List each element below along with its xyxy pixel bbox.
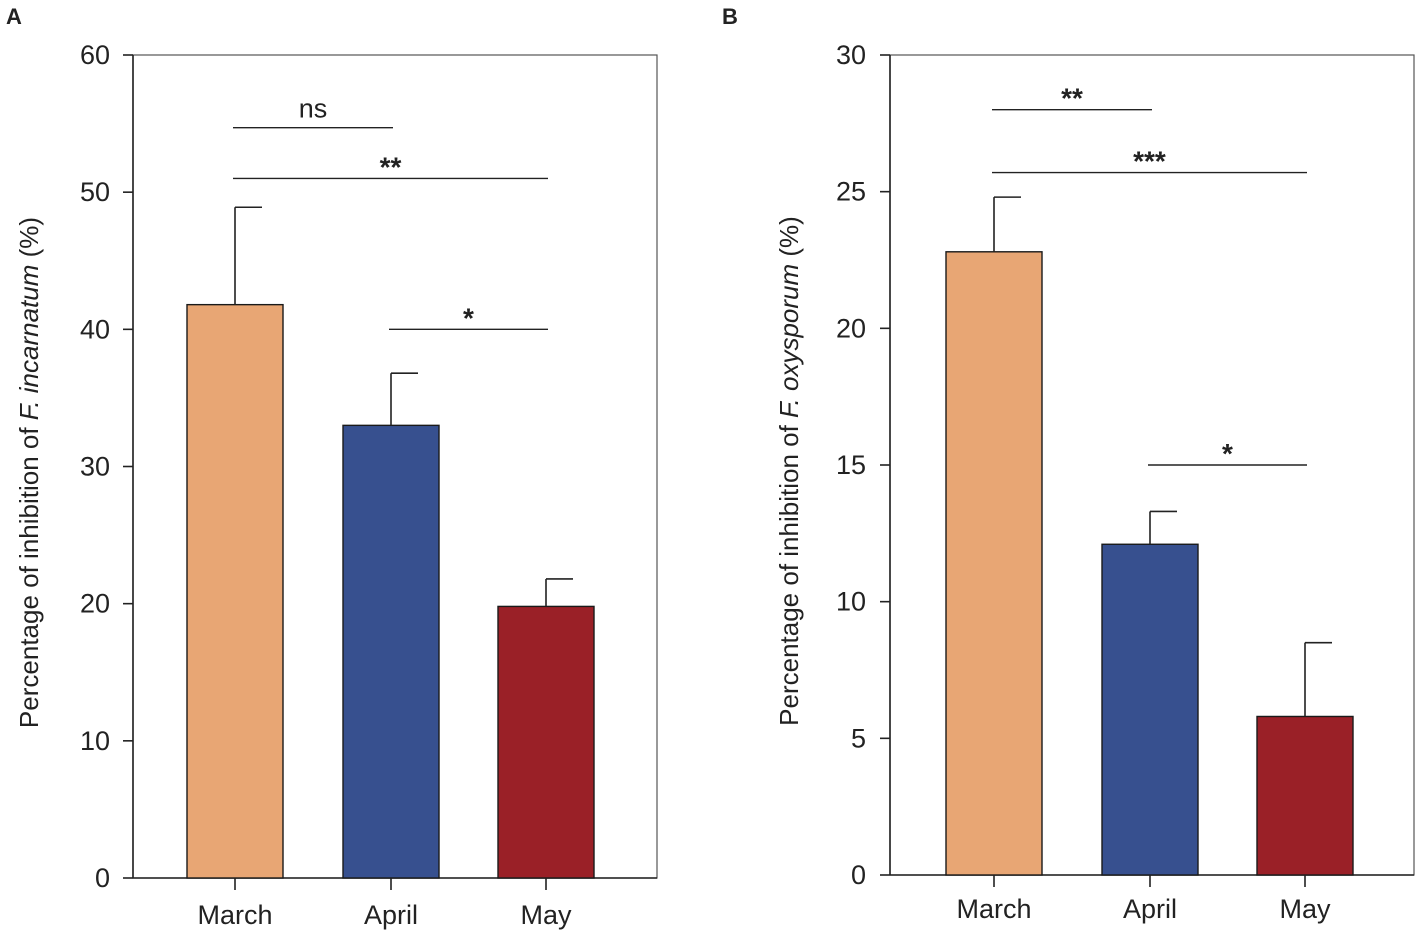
- y-tick-label: 0: [851, 860, 866, 890]
- y-tick-label: 20: [80, 589, 110, 619]
- bar-march: [945, 251, 1043, 876]
- x-category-label: April: [364, 900, 418, 930]
- significance-label: **: [1061, 83, 1083, 114]
- y-axis-label: Percentage of inhibition of F. oxysporum…: [774, 216, 804, 726]
- bar-april: [342, 424, 440, 879]
- bar-may: [1256, 715, 1354, 876]
- y-tick-label: 50: [80, 177, 110, 207]
- y-tick-label: 60: [80, 40, 110, 70]
- x-category-label: March: [956, 894, 1031, 924]
- y-axis-label-suffix: (%): [774, 216, 804, 264]
- y-tick-label: 25: [836, 177, 866, 207]
- significance-label: *: [463, 302, 474, 333]
- significance-label: ns: [299, 94, 328, 124]
- y-tick-label: 0: [95, 863, 110, 893]
- y-tick-label: 30: [836, 40, 866, 70]
- y-axis-label-suffix: (%): [14, 217, 44, 265]
- y-axis-label-prefix: Percentage of inhibition of: [774, 418, 804, 726]
- bar-march: [186, 303, 284, 879]
- x-category-label: May: [1279, 894, 1331, 924]
- x-category-label: May: [520, 900, 572, 930]
- significance-label: *: [1222, 438, 1233, 469]
- y-tick-label: 10: [80, 726, 110, 756]
- y-axis-label-species: F. incarnatum: [14, 265, 44, 421]
- y-tick-label: 10: [836, 587, 866, 617]
- y-axis-label: Percentage of inhibition of F. incarnatu…: [14, 217, 44, 728]
- y-axis-label-species: F. oxysporum: [774, 264, 804, 418]
- x-category-label: March: [197, 900, 272, 930]
- panel-label-b: B: [722, 4, 738, 29]
- y-tick-label: 20: [836, 313, 866, 343]
- y-tick-label: 5: [851, 723, 866, 753]
- y-tick-label: 40: [80, 314, 110, 344]
- significance-label: **: [380, 151, 402, 182]
- y-axis-label-prefix: Percentage of inhibition of: [14, 420, 44, 728]
- x-category-label: April: [1123, 894, 1177, 924]
- panel-label-a: A: [6, 4, 22, 29]
- y-tick-label: 15: [836, 450, 866, 480]
- bar-may: [497, 605, 595, 879]
- significance-label: ***: [1133, 146, 1166, 177]
- bar-april: [1101, 543, 1199, 876]
- y-tick-label: 30: [80, 452, 110, 482]
